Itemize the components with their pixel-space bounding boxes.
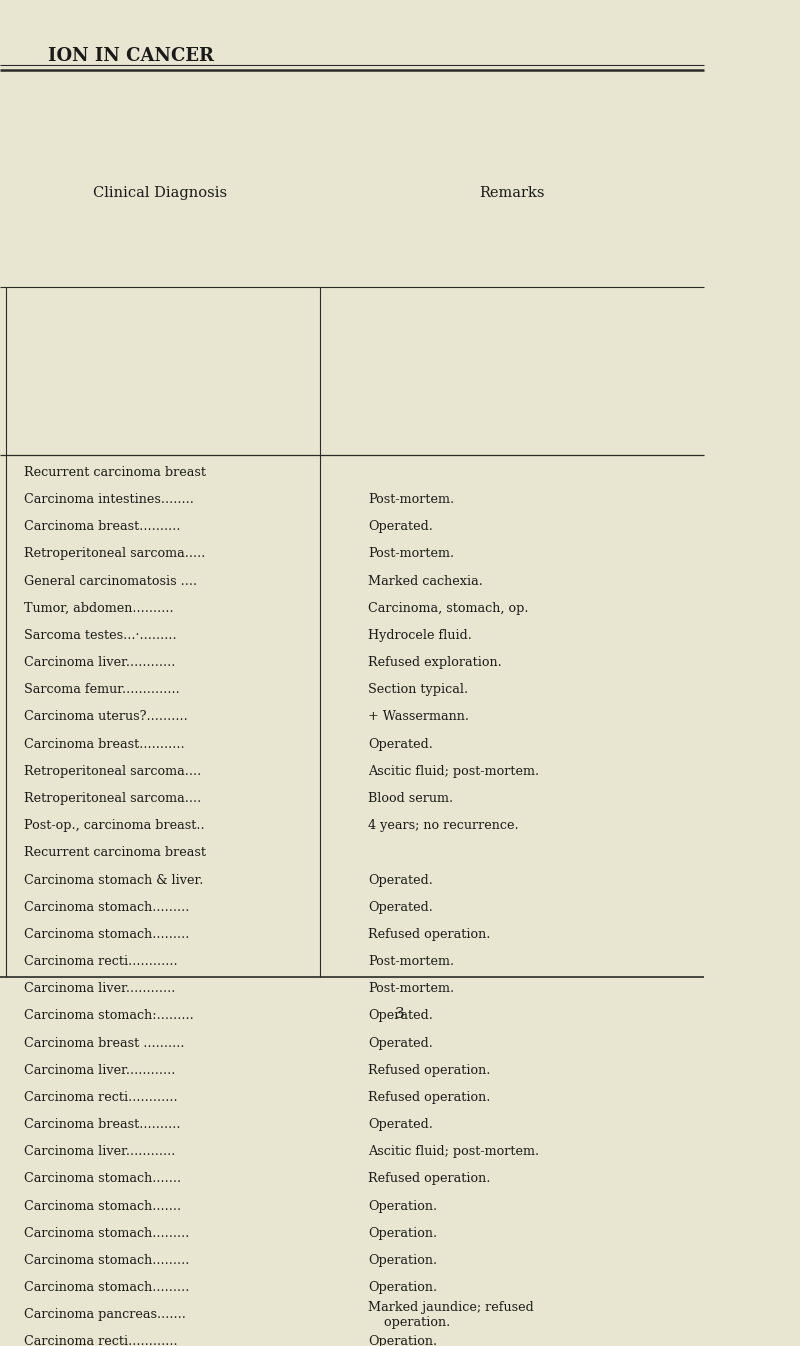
Text: Operation.: Operation. bbox=[368, 1199, 437, 1213]
Text: Operated.: Operated. bbox=[368, 1010, 433, 1023]
Text: Retroperitoneal sarcoma....: Retroperitoneal sarcoma.... bbox=[24, 765, 202, 778]
Text: Marked jaundice; refused
    operation.: Marked jaundice; refused operation. bbox=[368, 1300, 534, 1329]
Text: 4 years; no recurrence.: 4 years; no recurrence. bbox=[368, 820, 518, 832]
Text: Refused operation.: Refused operation. bbox=[368, 1172, 490, 1186]
Text: Carcinoma, stomach, op.: Carcinoma, stomach, op. bbox=[368, 602, 529, 615]
Text: Post-mortem.: Post-mortem. bbox=[368, 548, 454, 560]
Text: Carcinoma stomach.......: Carcinoma stomach....... bbox=[24, 1199, 181, 1213]
Text: Ascitic fluid; post-mortem.: Ascitic fluid; post-mortem. bbox=[368, 765, 539, 778]
Text: Carcinoma recti............: Carcinoma recti............ bbox=[24, 1090, 178, 1104]
Text: Refused exploration.: Refused exploration. bbox=[368, 656, 502, 669]
Text: Blood serum.: Blood serum. bbox=[368, 791, 453, 805]
Text: Carcinoma pancreas.......: Carcinoma pancreas....... bbox=[24, 1308, 186, 1322]
Text: Carcinoma breast ..........: Carcinoma breast .......... bbox=[24, 1036, 185, 1050]
Text: Operation.: Operation. bbox=[368, 1254, 437, 1267]
Text: Remarks: Remarks bbox=[479, 186, 545, 201]
Text: Post-mortem.: Post-mortem. bbox=[368, 983, 454, 995]
Text: Ascitic fluid; post-mortem.: Ascitic fluid; post-mortem. bbox=[368, 1145, 539, 1159]
Text: Retroperitoneal sarcoma....: Retroperitoneal sarcoma.... bbox=[24, 791, 202, 805]
Text: Operated.: Operated. bbox=[368, 900, 433, 914]
Text: Recurrent carcinoma breast: Recurrent carcinoma breast bbox=[24, 847, 206, 859]
Text: Recurrent carcinoma breast: Recurrent carcinoma breast bbox=[24, 466, 206, 479]
Text: Carcinoma stomach.........: Carcinoma stomach......... bbox=[24, 1281, 190, 1294]
Text: Hydrocele fluid.: Hydrocele fluid. bbox=[368, 629, 472, 642]
Text: Carcinoma uterus?..........: Carcinoma uterus?.......... bbox=[24, 711, 188, 724]
Text: Carcinoma recti............: Carcinoma recti............ bbox=[24, 1335, 178, 1346]
Text: Operated.: Operated. bbox=[368, 1036, 433, 1050]
Text: Sarcoma testes...·.........: Sarcoma testes...·......... bbox=[24, 629, 177, 642]
Text: Carcinoma breast...........: Carcinoma breast........... bbox=[24, 738, 185, 751]
Text: Carcinoma stomach:.........: Carcinoma stomach:......... bbox=[24, 1010, 194, 1023]
Text: Operated.: Operated. bbox=[368, 874, 433, 887]
Text: Carcinoma stomach & liver.: Carcinoma stomach & liver. bbox=[24, 874, 203, 887]
Text: Tumor, abdomen..........: Tumor, abdomen.......... bbox=[24, 602, 174, 615]
Text: 3: 3 bbox=[395, 1007, 405, 1020]
Text: Refused operation.: Refused operation. bbox=[368, 1090, 490, 1104]
Text: Carcinoma breast..........: Carcinoma breast.......... bbox=[24, 1119, 181, 1131]
Text: Post-op., carcinoma breast..: Post-op., carcinoma breast.. bbox=[24, 820, 205, 832]
Text: Section typical.: Section typical. bbox=[368, 684, 468, 696]
Text: Sarcoma femur..............: Sarcoma femur.............. bbox=[24, 684, 180, 696]
Text: Marked cachexia.: Marked cachexia. bbox=[368, 575, 483, 588]
Text: Carcinoma liver............: Carcinoma liver............ bbox=[24, 983, 175, 995]
Text: Carcinoma intestines........: Carcinoma intestines........ bbox=[24, 493, 194, 506]
Text: Operated.: Operated. bbox=[368, 1119, 433, 1131]
Text: Carcinoma liver............: Carcinoma liver............ bbox=[24, 1063, 175, 1077]
Text: Carcinoma recti............: Carcinoma recti............ bbox=[24, 956, 178, 968]
Text: Operation.: Operation. bbox=[368, 1335, 437, 1346]
Text: General carcinomatosis ....: General carcinomatosis .... bbox=[24, 575, 197, 588]
Text: Operated.: Operated. bbox=[368, 521, 433, 533]
Text: Carcinoma stomach.......: Carcinoma stomach....... bbox=[24, 1172, 181, 1186]
Text: Clinical Diagnosis: Clinical Diagnosis bbox=[93, 186, 227, 201]
Text: Refused operation.: Refused operation. bbox=[368, 1063, 490, 1077]
Text: Operation.: Operation. bbox=[368, 1226, 437, 1240]
Text: Refused operation.: Refused operation. bbox=[368, 927, 490, 941]
Text: Operated.: Operated. bbox=[368, 738, 433, 751]
Text: Carcinoma stomach.........: Carcinoma stomach......... bbox=[24, 1226, 190, 1240]
Text: Carcinoma liver............: Carcinoma liver............ bbox=[24, 1145, 175, 1159]
Text: Post-mortem.: Post-mortem. bbox=[368, 493, 454, 506]
Text: Retroperitoneal sarcoma.....: Retroperitoneal sarcoma..... bbox=[24, 548, 206, 560]
Text: Carcinoma liver............: Carcinoma liver............ bbox=[24, 656, 175, 669]
Text: Operation.: Operation. bbox=[368, 1281, 437, 1294]
Text: Post-mortem.: Post-mortem. bbox=[368, 956, 454, 968]
Text: Carcinoma stomach.........: Carcinoma stomach......... bbox=[24, 1254, 190, 1267]
Text: Carcinoma breast..........: Carcinoma breast.......... bbox=[24, 521, 181, 533]
Text: Carcinoma stomach.........: Carcinoma stomach......... bbox=[24, 927, 190, 941]
Text: + Wassermann.: + Wassermann. bbox=[368, 711, 469, 724]
Text: Carcinoma stomach.........: Carcinoma stomach......... bbox=[24, 900, 190, 914]
Text: ION IN CANCER: ION IN CANCER bbox=[48, 47, 214, 65]
